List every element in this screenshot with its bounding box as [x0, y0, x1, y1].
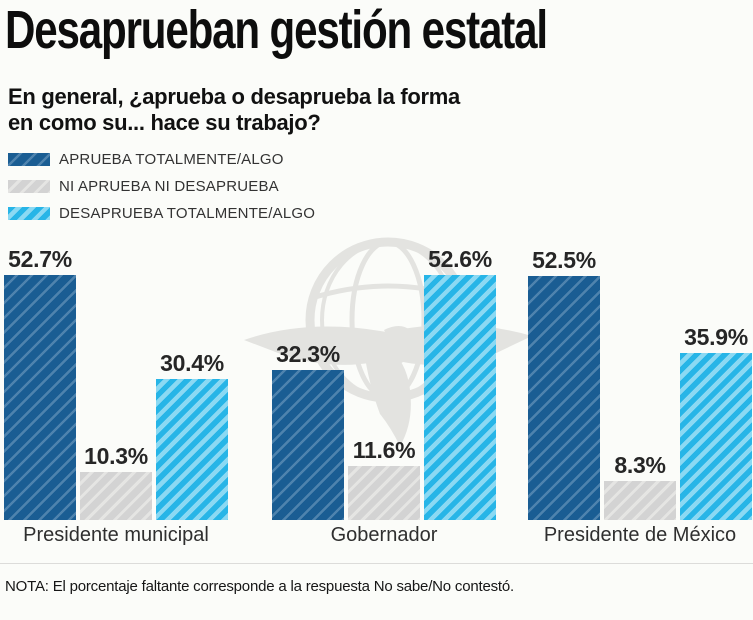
bar-chart: 52.7% 10.3% 30.4% 32.3% 11.6% 52.6% 52.5% 8.3% 3…: [0, 240, 753, 520]
bar-gobernador-ni-aprueba-ni-desaprueba: 11.6%: [348, 437, 420, 520]
legend-item-aprueba: APRUEBA TOTALMENTE/ALGO: [8, 146, 315, 173]
bar-gobernador-desaprueba-totalmente-algo: 52.6%: [424, 246, 496, 520]
legend-label: APRUEBA TOTALMENTE/ALGO: [59, 151, 284, 168]
bar-presidente-de-m-xico-desaprueba-totalmente-algo: 35.9%: [680, 324, 752, 520]
chart-question: En general, ¿aprueba o desaprueba la for…: [8, 84, 460, 136]
legend: APRUEBA TOTALMENTE/ALGO NI APRUEBA NI DE…: [8, 146, 315, 227]
bar-group-gobernador: 32.3% 11.6% 52.6%: [272, 240, 496, 520]
divider-line: [0, 563, 753, 564]
value-label: 11.6%: [352, 437, 416, 464]
value-label: 8.3%: [614, 452, 666, 479]
aprueba-swatch-icon: [8, 153, 50, 166]
legend-label: NI APRUEBA NI DESAPRUEBA: [59, 178, 279, 195]
legend-item-desaprueba: DESAPRUEBA TOTALMENTE/ALGO: [8, 200, 315, 227]
bar-presidente-municipal-desaprueba-totalmente-algo: 30.4%: [156, 350, 228, 520]
value-label: 52.5%: [532, 246, 596, 273]
value-label: 10.3%: [84, 443, 148, 470]
category-label-presidente-municipal: Presidente municipal: [23, 524, 209, 546]
value-label: 52.7%: [8, 245, 72, 272]
footnote: NOTA: El porcentaje faltante corresponde…: [5, 578, 514, 595]
desaprueba-swatch-icon: [8, 207, 50, 220]
bar-presidente-municipal-ni-aprueba-ni-desaprueba: 10.3%: [80, 443, 152, 520]
value-label: 32.3%: [276, 340, 340, 367]
chart-question-line2: en como su... hace su trabajo?: [8, 109, 321, 135]
bar-group-presidente-de-m-xico: 52.5% 8.3% 35.9%: [528, 240, 752, 520]
page-title: Desaprueban gestión estatal: [5, 0, 548, 60]
legend-item-ni-aprueba: NI APRUEBA NI DESAPRUEBA: [8, 173, 315, 200]
bar-group-presidente-municipal: 52.7% 10.3% 30.4%: [4, 240, 228, 520]
chart-question-line1: En general, ¿aprueba o desaprueba la for…: [8, 84, 460, 109]
bar-gobernador-aprueba-totalmente-algo: 32.3%: [272, 341, 344, 520]
bar-presidente-municipal-aprueba-totalmente-algo: 52.7%: [4, 246, 76, 520]
bar-presidente-de-m-xico-aprueba-totalmente-algo: 52.5%: [528, 247, 600, 520]
legend-label: DESAPRUEBA TOTALMENTE/ALGO: [59, 205, 316, 222]
value-label: 52.6%: [428, 246, 492, 273]
ni-aprueba-swatch-icon: [8, 180, 50, 193]
bar-presidente-de-m-xico-ni-aprueba-ni-desaprueba: 8.3%: [604, 452, 676, 520]
category-label-gobernador: Gobernador: [330, 524, 438, 546]
value-label: 35.9%: [684, 324, 748, 351]
category-label-presidente-de-m-xico: Presidente de México: [543, 524, 737, 546]
value-label: 30.4%: [160, 349, 224, 376]
